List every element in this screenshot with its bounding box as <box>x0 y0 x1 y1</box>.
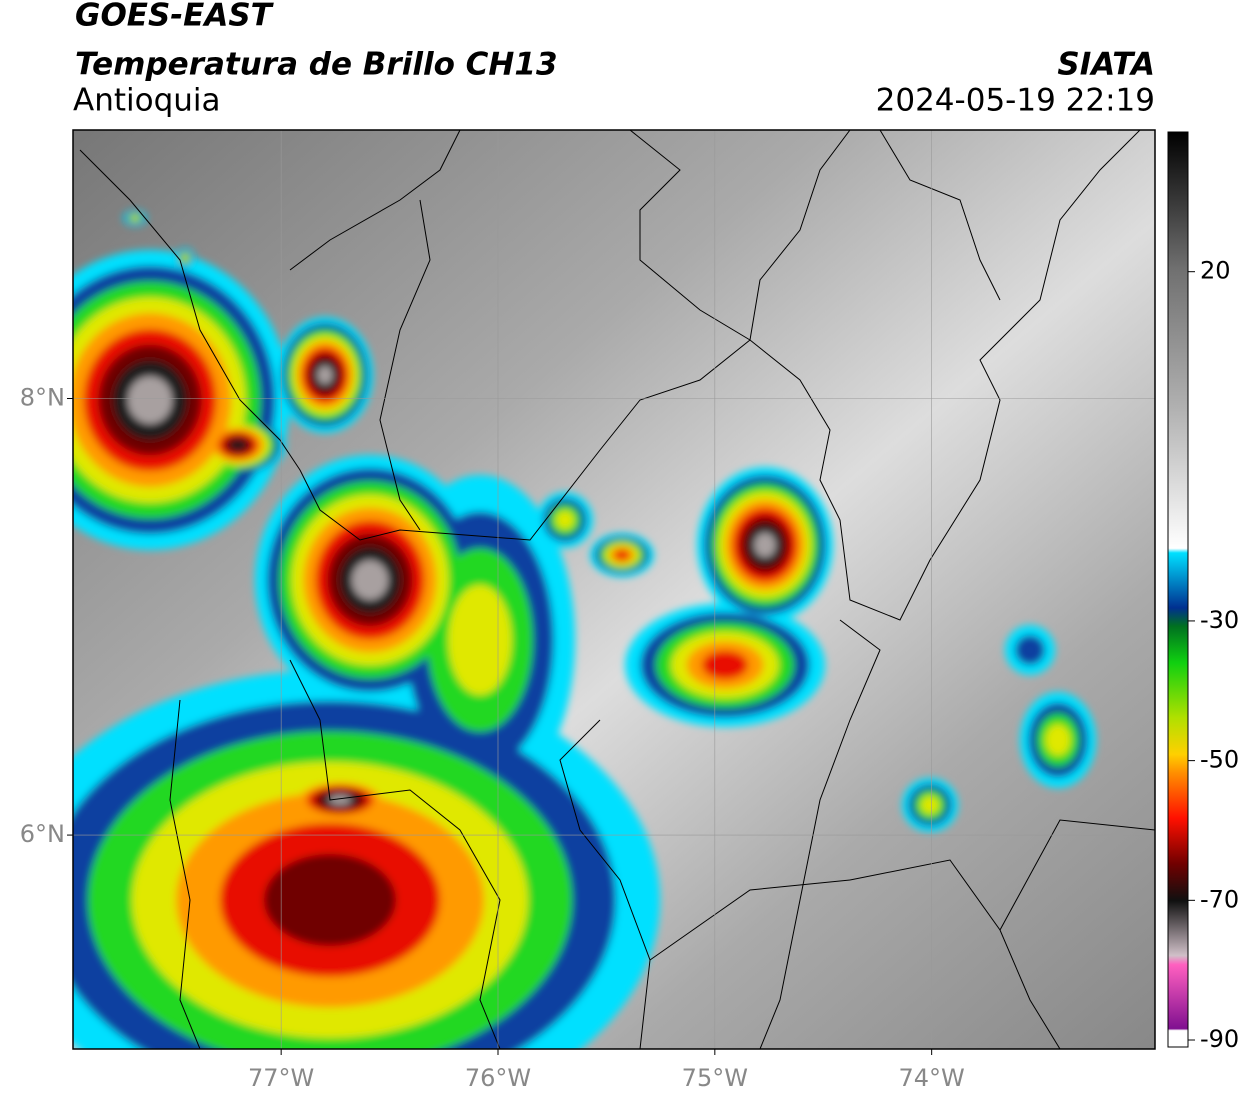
cloud-contour <box>448 585 512 695</box>
colorbar-tick-label: -70 <box>1200 885 1239 913</box>
title: GOES-EAST <box>75 0 275 34</box>
cloud-contour <box>229 439 247 451</box>
borders <box>79 130 1155 1049</box>
axes: 77°W 76°W 75°W 74°W 8°N 6°N 20 -30 -50 -70 -90 <box>20 257 1239 1092</box>
cloud-tops <box>73 210 1096 1049</box>
colorbar-tick-label: 20 <box>1200 257 1231 285</box>
cloud-contour <box>351 560 389 600</box>
cloud-contour <box>920 796 940 814</box>
cloud-contour <box>181 254 189 262</box>
region: Antioquia <box>73 83 221 119</box>
x-tick-label: 74°W <box>899 1064 965 1092</box>
cloud-contour <box>127 376 173 424</box>
y-tick-label: 6°N <box>20 820 65 848</box>
cloud-contour <box>555 510 575 530</box>
cloud-contour <box>754 532 776 558</box>
x-tick-label: 75°W <box>682 1064 748 1092</box>
cloud-contour <box>1045 724 1071 756</box>
cloud-contour <box>264 854 396 946</box>
x-tick-label: 76°W <box>465 1064 531 1092</box>
y-tick-label: 8°N <box>20 383 65 411</box>
datetime: 2024-05-19 22:19 <box>876 83 1155 119</box>
cloud-contour <box>317 365 333 385</box>
x-tick-label: 77°W <box>248 1064 314 1092</box>
map-frame <box>72 129 1156 1050</box>
colorbar-tick-label: -30 <box>1200 606 1239 634</box>
cloud-contour <box>1015 635 1045 665</box>
cloud-contour <box>701 650 749 680</box>
map <box>73 130 1155 1049</box>
cloud-contour <box>614 549 630 561</box>
colorbar <box>1167 131 1189 1048</box>
grid <box>73 130 1155 1049</box>
cloud-contour <box>131 215 139 221</box>
source: SIATA <box>1057 47 1155 83</box>
subtitle: Temperatura de Brillo CH13 <box>75 47 558 83</box>
colorbar-tick-label: -50 <box>1200 746 1239 774</box>
colorbar-tick-label: -90 <box>1200 1025 1239 1053</box>
